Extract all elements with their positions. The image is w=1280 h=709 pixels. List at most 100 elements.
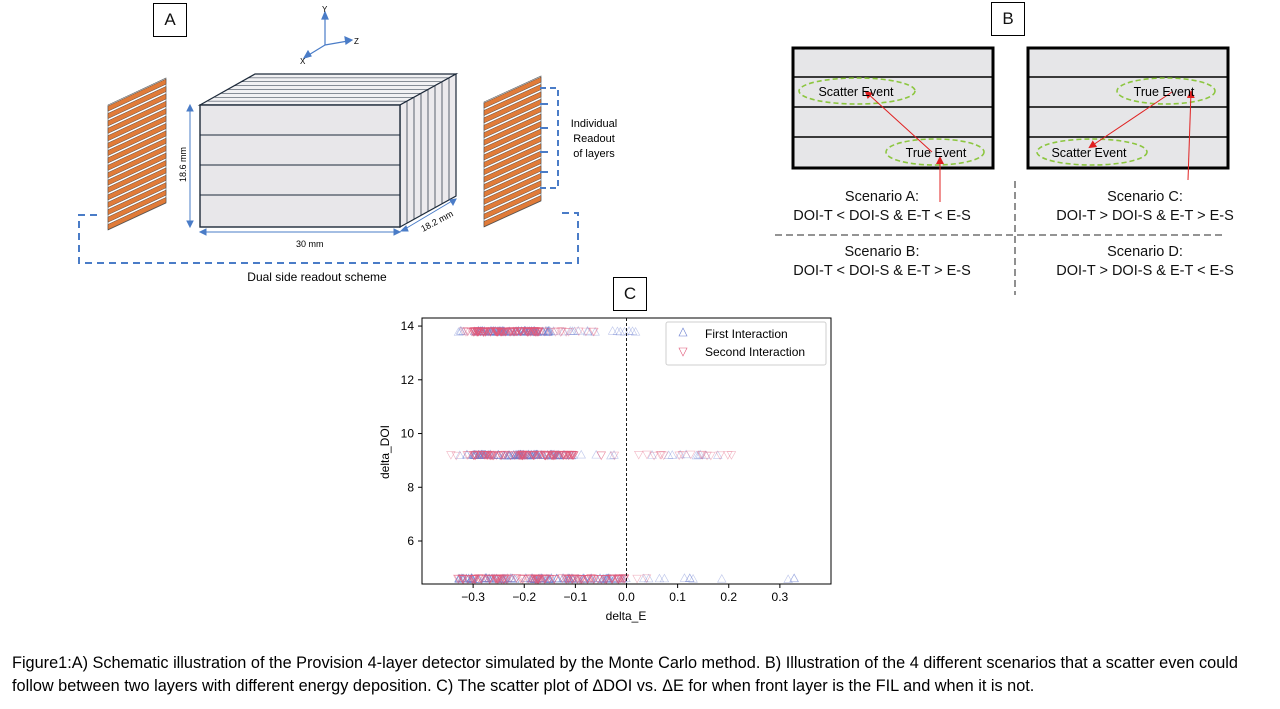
scatter-point [478,327,489,337]
scatter-point [695,449,705,459]
scatter-point [556,328,566,337]
scatter-point [614,575,624,584]
scatter-point [559,451,569,460]
scatter-chart: −0.3 −0.2 −0.1 0.0 0.1 0.2 0.3 6 8 10 12 14 delta_… [378,317,832,623]
scatter-point [505,451,516,461]
scatter-point [509,451,520,460]
left-scatter-event-label: Scatter Event [818,85,894,99]
scatter-point [561,575,572,584]
scatter-point [677,451,688,460]
scatter-point [517,575,527,584]
scenario-c: Scenario C: DOI-T > DOI-S & E-T > E-S [1029,188,1261,226]
scatter-point [528,451,539,461]
panel-a-label: A [153,3,187,37]
x-tick-label: 0.0 [618,590,635,604]
readout-strip-segment [483,150,542,183]
scatter-point [582,326,593,335]
scatter-point [715,451,725,460]
scatter-point [581,327,591,337]
scatter-point [481,450,492,460]
scatter-point [492,574,502,584]
axis-triad [302,10,354,59]
scatter-point [470,451,480,460]
y-axis-label: delta_DOI [378,425,392,479]
legend: First Interaction Second Interaction [665,321,827,366]
scenario-a-formula: DOI-T < DOI-S & E-T < E-S [793,208,971,224]
readout-note-line1: Individual [571,118,617,130]
scatter-point [564,574,574,583]
scatter-point [509,327,519,336]
scatter-point [717,573,727,583]
scatter-point [470,575,480,584]
scatter-point [543,327,553,336]
x-tick-label: −0.1 [564,590,588,604]
right-true-event-label: True Event [1134,85,1195,99]
readout-strip-segment [483,128,542,161]
scatter-point [679,573,690,582]
scatter-point [522,328,533,337]
readout-strip-segment [107,86,167,119]
scatter-point [453,327,464,336]
panel-c-label: C [613,277,647,311]
scatter-point [469,574,479,584]
readout-strip-segment [483,158,542,190]
scatter-point [506,573,516,582]
scatter-point [530,575,541,584]
axis-x-label: X [300,57,306,66]
scatter-point [582,326,593,336]
readout-strip-segment [107,100,167,134]
scatter-point [530,327,540,336]
scatter-point [462,451,472,460]
scatter-point [540,574,550,584]
scatter-point [492,575,503,584]
scenario-b-title: Scenario B: [844,244,920,260]
right-scatter-event-label: Scatter Event [1051,146,1127,160]
x-tick-label: 0.3 [772,590,789,604]
scatter-point [693,450,704,459]
readout-strip-segment [107,123,167,156]
scatter-point [537,573,548,583]
legend-first-label: First Interaction [705,327,788,341]
readout-note-line2: Readout [573,133,615,145]
scatter-point [461,328,471,337]
left-layer-box [791,46,995,202]
scatter-point [591,449,601,459]
scatter-point [577,574,587,584]
scatter-point [630,326,641,336]
readout-strip-segment [107,108,167,142]
height-dimension-label: 18.6 mm [178,147,188,182]
scatter-point [576,449,586,459]
scatter-point [685,573,695,582]
scheme-label: Dual side readout scheme [247,270,387,284]
scatter-point [550,328,561,337]
readout-strip-segment [483,84,542,116]
scatter-point [462,327,473,337]
scenario-a: Scenario A: DOI-T < DOI-S & E-T < E-S [766,188,998,226]
scatter-point [561,328,571,337]
scatter-point [632,574,642,584]
scatter-point [540,328,550,337]
scatter-point [615,326,626,336]
readout-strip-segment [483,180,542,213]
readout-note-line3: of layers [573,148,615,160]
scatter-point [579,574,590,583]
scatter-point [567,573,577,582]
scatter-point [589,327,599,337]
scatter-point [455,326,466,335]
scatter-point [663,450,674,459]
dual-readout-bracket [78,212,579,264]
left-true-event-label: True Event [906,146,967,160]
scatter-point [601,575,612,584]
scatter-point [565,451,575,460]
scatter-point [565,326,575,335]
scatter-point [706,451,716,461]
scatter-point [654,573,665,583]
readout-strip-segment [107,167,167,201]
scatter-point [674,451,684,461]
readout-strip-segment [483,187,542,220]
scatter-point [634,451,644,460]
scatter-point [686,450,696,460]
scatter-point [563,328,574,337]
readout-strip-segment [107,137,167,171]
scatter-point [723,451,733,460]
